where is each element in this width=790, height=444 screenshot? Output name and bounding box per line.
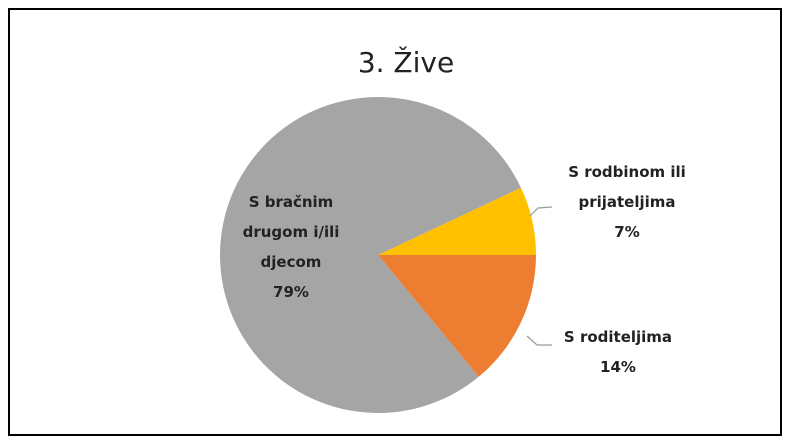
slice-label: S rodbinom ili prijateljima 7% — [552, 157, 702, 247]
value-label: 79% — [273, 283, 309, 301]
pie-slice — [378, 255, 536, 377]
slice-label: S bračnim drugom i/ili djecom 79% — [232, 187, 350, 307]
category-label: S bračnim drugom i/ili djecom — [242, 193, 340, 271]
category-label: S rodbinom ili prijateljima — [568, 163, 686, 211]
value-label: 14% — [600, 358, 636, 376]
chart-title: 3. Žive — [358, 45, 454, 79]
value-label: 7% — [614, 223, 640, 241]
slice-label: S roditeljima 14% — [548, 322, 688, 382]
leader-line — [529, 206, 553, 217]
category-label: S roditeljima — [563, 328, 673, 346]
leader-line — [526, 335, 552, 346]
pie-slice — [378, 187, 536, 255]
pie — [219, 97, 536, 414]
pie-slice — [219, 97, 521, 414]
